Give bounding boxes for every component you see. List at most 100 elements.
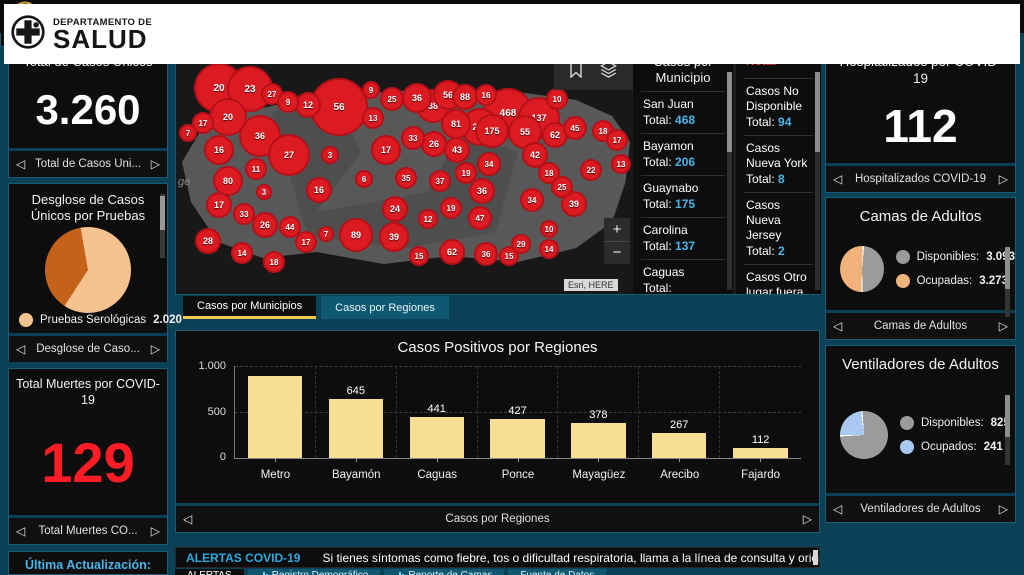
map-bubble[interactable]: 18 <box>263 251 285 273</box>
map-bubble[interactable]: 35 <box>395 167 417 189</box>
map-bubble[interactable]: 19 <box>455 162 477 184</box>
map-bubble[interactable]: 175 <box>475 114 509 148</box>
list-item[interactable]: Bayamon Total: 206 <box>641 133 725 175</box>
bar-Bayamón[interactable]: 645 Bayamón <box>316 366 397 494</box>
bar-Metro[interactable]: Metro <box>235 366 316 494</box>
map-bubble[interactable]: 24 <box>382 196 408 222</box>
map-bubble[interactable]: 11 <box>245 158 267 180</box>
camas-scrollbar[interactable] <box>1005 246 1010 317</box>
map-bubble[interactable]: 19 <box>440 197 462 219</box>
map-bubble[interactable]: 10 <box>546 88 568 110</box>
map-bubble[interactable]: 36 <box>402 83 432 113</box>
map-bubble[interactable]: 37 <box>429 170 451 192</box>
map-bubble[interactable]: 33 <box>401 126 425 150</box>
map-bubble[interactable]: 16 <box>475 84 497 106</box>
pager-left-arrow[interactable]: ◁ <box>16 524 26 538</box>
map-bubble[interactable]: 9 <box>277 91 299 113</box>
map-bubble[interactable]: 62 <box>439 239 465 265</box>
pager-right-arrow[interactable]: ▷ <box>998 502 1008 516</box>
map-bubble[interactable]: 36 <box>469 178 495 204</box>
tab-alertas[interactable]: ALERTAS <box>175 569 244 575</box>
map-bubble[interactable]: 39 <box>379 222 409 252</box>
bar-Arecibo[interactable]: 267 Arecibo <box>639 366 721 494</box>
map-panel[interactable]: 5620468233613727202063817555893656168117… <box>175 45 821 295</box>
map-bubble[interactable]: 27 <box>268 134 310 176</box>
pager-right-arrow[interactable]: ▷ <box>150 157 160 171</box>
ventiladores-pie-chart[interactable] <box>840 410 888 459</box>
map-bubble[interactable]: 29 <box>511 234 531 254</box>
map-bubble[interactable]: 13 <box>611 154 631 174</box>
desglose-scrollbar[interactable] <box>160 194 165 258</box>
bar-Mayagüez[interactable]: 378 Mayagüez <box>558 366 640 494</box>
map-bubble[interactable]: 6 <box>355 170 373 188</box>
pager-left-arrow[interactable]: ◁ <box>833 319 843 333</box>
desglose-pie-chart[interactable] <box>45 226 131 313</box>
map-bubble[interactable]: 47 <box>468 206 492 230</box>
map-bubble[interactable]: 16 <box>204 135 234 165</box>
map-bubble[interactable]: 7 <box>318 226 334 242</box>
map-bubble[interactable]: 16 <box>306 177 332 203</box>
map-bubble[interactable]: 81 <box>441 109 471 139</box>
list-item[interactable]: Carolina Total: 137 <box>641 217 725 259</box>
map-bubble[interactable]: 17 <box>192 112 214 134</box>
map-bubble[interactable]: 17 <box>606 129 628 151</box>
map-bubble[interactable]: 3 <box>256 184 272 200</box>
map-bubble[interactable]: 12 <box>295 92 321 118</box>
camas-pie-chart[interactable] <box>840 246 884 293</box>
map-bubble[interactable]: 34 <box>477 152 501 176</box>
bar-Fajardo[interactable]: 112 Fajardo <box>720 366 801 494</box>
map-bubble[interactable]: 10 <box>540 220 558 238</box>
alert-scrollbar[interactable] <box>813 550 818 565</box>
map-bubble[interactable]: 80 <box>213 166 243 196</box>
list-item[interactable]: Casos Otro lugar fuera deTotal: <box>744 264 813 294</box>
zoom-out-button[interactable]: − <box>612 244 622 262</box>
list-item[interactable]: Casos Nueva York Total: 8 <box>744 135 813 192</box>
map-bubble[interactable]: 12 <box>418 209 438 229</box>
map-bubble[interactable]: 17 <box>371 135 401 165</box>
list-item[interactable]: San Juan Total: 468 <box>641 91 725 133</box>
map-bubble[interactable]: 17 <box>206 192 232 218</box>
map-bubble[interactable]: 20 <box>209 98 247 136</box>
pager-left-arrow[interactable]: ◁ <box>833 172 843 186</box>
tab-fuente-de-datos[interactable]: Fuente de Datos <box>508 569 607 575</box>
map-bubble[interactable]: 25 <box>551 176 573 198</box>
map-bubble[interactable]: 7 <box>179 124 197 142</box>
municipio-list-scrollbar[interactable] <box>727 72 732 290</box>
map-bubble[interactable]: 22 <box>580 159 602 181</box>
map-bubble[interactable]: 33 <box>233 203 255 225</box>
map-bubble[interactable]: 89 <box>339 218 373 252</box>
pager-right-arrow[interactable]: ▷ <box>998 172 1008 186</box>
map-bubble[interactable]: 25 <box>380 87 404 111</box>
pager-left-arrow[interactable]: ◁ <box>183 512 193 526</box>
map-bubble[interactable]: 36 <box>474 242 498 266</box>
map-bubble[interactable]: 26 <box>252 212 278 238</box>
pager-right-arrow[interactable]: ▷ <box>802 512 812 526</box>
tab-casos-por-regiones[interactable]: Casos por Regiones <box>321 296 449 319</box>
zoom-in-button[interactable]: + <box>604 218 630 242</box>
map-bubble[interactable]: 88 <box>452 84 478 110</box>
map-bubble[interactable]: 14 <box>231 242 253 264</box>
pager-left-arrow[interactable]: ◁ <box>833 502 843 516</box>
pager-right-arrow[interactable]: ▷ <box>150 524 160 538</box>
pager-left-arrow[interactable]: ◁ <box>16 157 26 171</box>
map-bubble[interactable]: 13 <box>362 107 384 129</box>
tab-registro-demografico[interactable]: Registro Demográfico <box>247 569 381 575</box>
map-bubble[interactable]: 9 <box>362 81 380 99</box>
map-bubble[interactable]: 14 <box>539 239 559 259</box>
ventiladores-scrollbar[interactable] <box>1005 394 1010 465</box>
map-bubble[interactable]: 44 <box>279 216 301 238</box>
nota-list-scrollbar[interactable] <box>815 72 820 290</box>
list-item[interactable]: Casos No Disponible Total: 94 <box>744 78 813 135</box>
pager-right-arrow[interactable]: ▷ <box>998 319 1008 333</box>
bar-Caguas[interactable]: 441 Caguas <box>397 366 478 494</box>
map-bubble[interactable]: 43 <box>444 137 470 163</box>
map-bubble[interactable]: 3 <box>321 146 339 164</box>
map-bubble[interactable]: 28 <box>195 228 221 254</box>
map-bubble[interactable]: 34 <box>520 188 544 212</box>
map-bubble[interactable]: 45 <box>563 116 587 140</box>
map-bubble[interactable]: 26 <box>421 131 447 157</box>
map-bubble[interactable]: 17 <box>295 231 317 253</box>
bar-Ponce[interactable]: 427 Ponce <box>478 366 559 494</box>
tab-casos-por-municipios[interactable]: Casos por Municipios <box>183 296 317 319</box>
list-item[interactable]: Caguas Total: <box>641 259 725 294</box>
